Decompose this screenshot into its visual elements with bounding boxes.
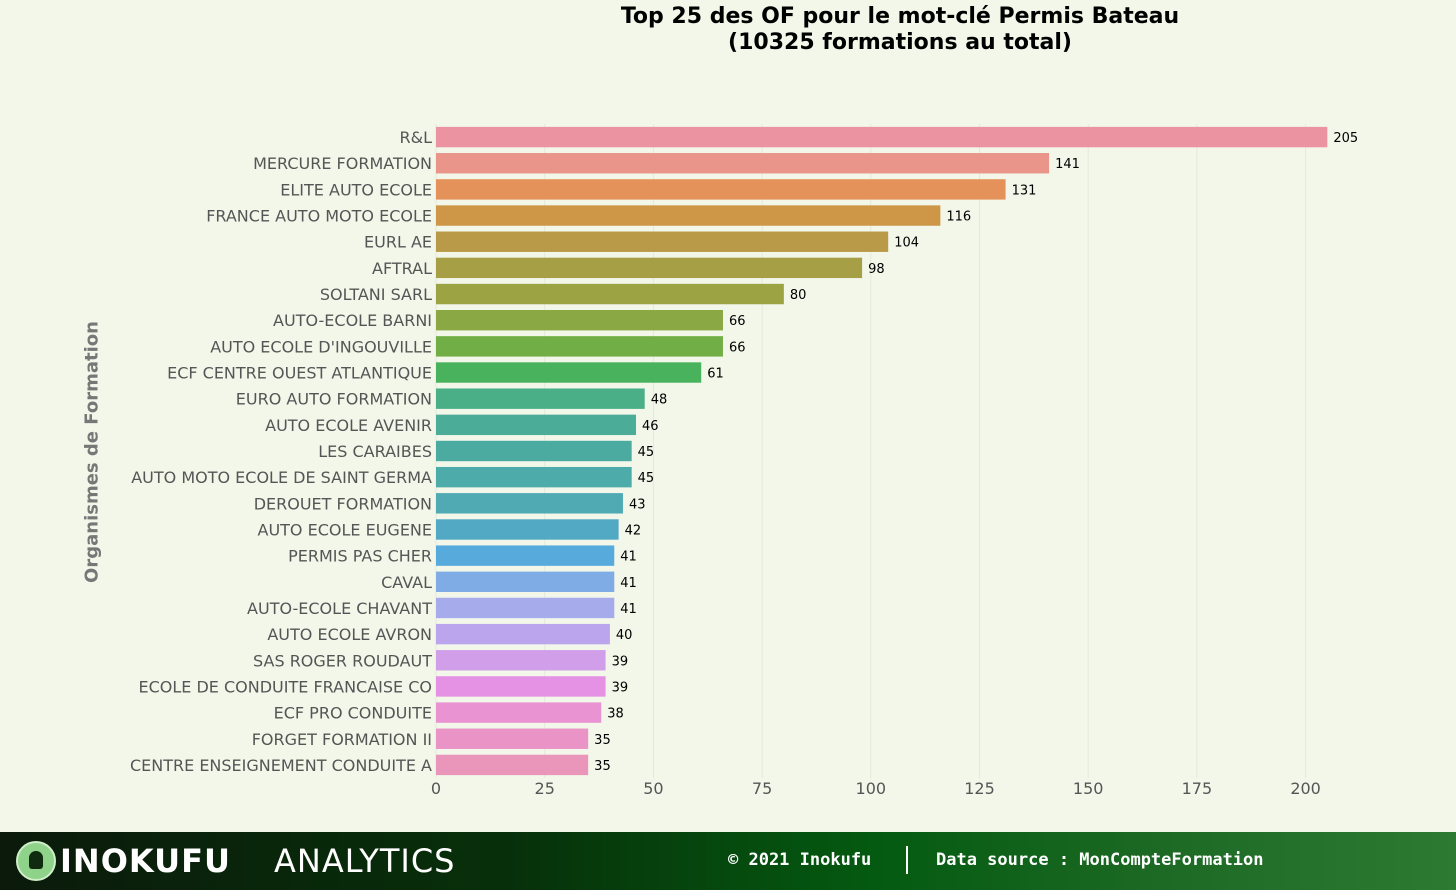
bar xyxy=(436,205,941,226)
bar xyxy=(436,440,632,462)
x-tick-label: 0 xyxy=(431,779,441,798)
brand-name: INOKUFU xyxy=(60,842,231,880)
data-source-text: Data source : MonCompteFormation xyxy=(936,850,1264,870)
data-label: 38 xyxy=(607,707,624,722)
data-label: 41 xyxy=(620,602,637,617)
category-label: AUTO-ECOLE CHAVANT xyxy=(247,599,432,618)
data-label: 41 xyxy=(620,576,637,591)
data-label: 40 xyxy=(616,628,633,643)
data-label: 205 xyxy=(1333,131,1358,146)
footer-divider xyxy=(906,846,908,874)
category-label: SOLTANI SARL xyxy=(320,285,432,304)
bar xyxy=(436,231,889,252)
category-label: AUTO MOTO ECOLE DE SAINT GERMA xyxy=(131,468,432,487)
bar xyxy=(436,702,602,723)
bar xyxy=(436,362,702,383)
category-label: AUTO ECOLE AVRON xyxy=(267,625,432,644)
bar xyxy=(436,153,1050,174)
data-label: 61 xyxy=(707,367,724,382)
x-tick-label: 50 xyxy=(643,779,663,798)
category-label: ELITE AUTO ECOLE xyxy=(280,180,432,199)
data-label: 39 xyxy=(612,654,629,669)
category-label: DEROUET FORMATION xyxy=(254,494,432,513)
x-tick-label: 150 xyxy=(1073,779,1104,798)
data-label: 45 xyxy=(638,471,655,486)
category-label: MERCURE FORMATION xyxy=(253,154,432,173)
data-label: 98 xyxy=(868,262,885,277)
x-tick-label: 25 xyxy=(535,779,555,798)
data-label: 43 xyxy=(629,497,646,512)
category-label: CAVAL xyxy=(381,573,432,592)
x-tick-label: 100 xyxy=(856,779,887,798)
data-label: 45 xyxy=(638,445,655,460)
chart-area: Top 25 des OF pour le mot-clé Permis Bat… xyxy=(82,4,1359,798)
bar xyxy=(436,728,589,749)
data-label: 104 xyxy=(894,236,919,251)
data-label: 41 xyxy=(620,550,637,565)
bar xyxy=(436,388,645,409)
category-label: FORGET FORMATION II xyxy=(252,730,432,749)
chart-title: Top 25 des OF pour le mot-clé Permis Bat… xyxy=(620,4,1180,55)
bar xyxy=(436,519,619,540)
bar xyxy=(436,650,606,671)
category-label: LES CARAIBES xyxy=(318,442,432,461)
data-label: 80 xyxy=(790,288,807,303)
bar xyxy=(436,676,606,697)
category-label: AUTO ECOLE AVENIR xyxy=(265,416,432,435)
bar xyxy=(436,257,863,279)
bar xyxy=(436,336,723,357)
x-tick-label: 75 xyxy=(752,779,772,798)
bar xyxy=(436,545,615,566)
bar xyxy=(436,283,784,305)
bar-chart: 0 25 50 75 100 125 150 175 200 R&L 205 MERCURE FORM… xyxy=(130,124,1358,798)
data-label: 66 xyxy=(729,314,746,329)
data-label: 46 xyxy=(642,419,659,434)
bars xyxy=(436,126,1328,776)
copyright-text: © 2021 Inokufu xyxy=(728,850,872,870)
category-label: PERMIS PAS CHER xyxy=(288,547,432,566)
logo-bulb-icon xyxy=(16,841,56,881)
bar xyxy=(436,623,610,645)
data-label: 35 xyxy=(594,733,611,748)
data-label: 131 xyxy=(1012,183,1037,198)
brand-sub: ANALYTICS xyxy=(274,842,456,880)
category-label: FRANCE AUTO MOTO ECOLE xyxy=(206,207,432,226)
data-label: 42 xyxy=(625,523,642,538)
category-label: SAS ROGER ROUDAUT xyxy=(253,651,432,670)
category-label: EURL AE xyxy=(364,233,432,252)
footer-banner: INOKUFU ANALYTICS © 2021 Inokufu Data so… xyxy=(0,832,1456,890)
category-label: AUTO-ECOLE BARNI xyxy=(273,311,432,330)
category-label: R&L xyxy=(399,128,432,147)
bar xyxy=(436,571,615,593)
category-label: ECOLE DE CONDUITE FRANCAISE CO xyxy=(139,677,433,696)
data-label: 141 xyxy=(1055,157,1080,172)
category-label: ECF PRO CONDUITE xyxy=(274,704,432,723)
category-label: AFTRAL xyxy=(372,259,432,278)
category-label: ECF CENTRE OUEST ATLANTIQUE xyxy=(167,364,432,383)
x-tick-label: 175 xyxy=(1182,779,1213,798)
data-label: 116 xyxy=(946,210,971,225)
bar xyxy=(436,597,615,619)
bar xyxy=(436,126,1328,148)
bar xyxy=(436,179,1006,200)
data-label: 48 xyxy=(651,393,668,408)
x-tick-label: 125 xyxy=(964,779,995,798)
bar xyxy=(436,414,637,436)
category-label: AUTO ECOLE D'INGOUVILLE xyxy=(210,337,432,356)
category-label: CENTRE ENSEIGNEMENT CONDUITE A xyxy=(130,756,432,775)
category-label: EURO AUTO FORMATION xyxy=(236,390,432,409)
data-label: 66 xyxy=(729,340,746,355)
data-label: 39 xyxy=(612,680,629,695)
x-tick-label: 200 xyxy=(1290,779,1321,798)
category-label: AUTO ECOLE EUGENE xyxy=(258,520,433,539)
bar xyxy=(436,754,589,776)
labels: 0 25 50 75 100 125 150 175 200 R&L 205 MERCURE FORM… xyxy=(130,128,1358,798)
data-label: 35 xyxy=(594,759,611,774)
bar xyxy=(436,466,632,488)
bar xyxy=(436,309,723,331)
bar xyxy=(436,493,623,514)
